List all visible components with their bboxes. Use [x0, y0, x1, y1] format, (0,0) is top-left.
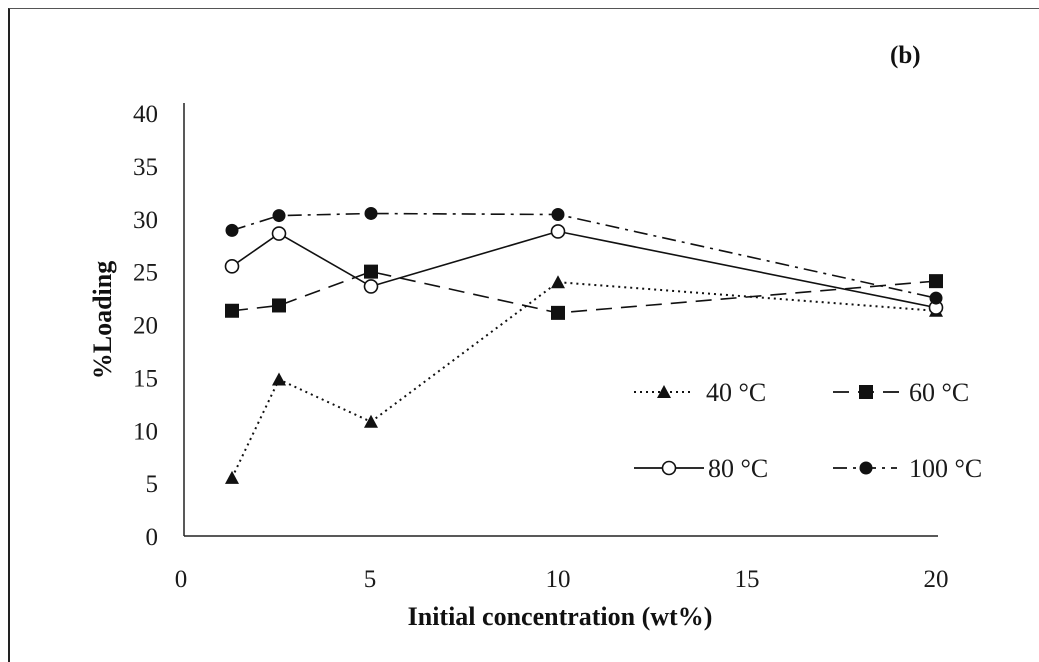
data-point-60c: [225, 303, 239, 318]
data-point-80c: [363, 279, 379, 294]
legend: 40 °C 60 °C 80 °C 100 °C: [634, 378, 982, 483]
legend-label: 40 °C: [706, 378, 766, 407]
data-point-60c: [929, 274, 943, 289]
chart-frame: [8, 8, 1039, 662]
x-tick-label: 15: [735, 566, 760, 593]
x-tick-label: 0: [175, 566, 188, 593]
data-point-40c: [225, 470, 239, 484]
y-tick-label: 0: [146, 524, 159, 551]
series-lines: [231, 212, 937, 479]
y-tick-label: 30: [133, 207, 158, 234]
legend-marker: [661, 460, 677, 476]
data-point-40c: [364, 414, 378, 428]
panel-label: (b): [890, 42, 921, 69]
x-tick-label: 10: [546, 566, 571, 593]
x-tick-label: 20: [924, 566, 949, 593]
data-point-100c: [551, 208, 565, 222]
y-tick-label: 10: [133, 418, 158, 445]
x-axis-title: Initial concentration (wt%): [408, 602, 713, 631]
y-tick-label: 35: [133, 154, 158, 181]
data-point-60c: [551, 305, 565, 320]
series-line-80c: [231, 230, 937, 309]
x-tick-label: 5: [364, 566, 377, 593]
x-tick-labels: 0 5 10 15 20: [175, 566, 949, 593]
y-tick-label: 40: [133, 101, 158, 128]
data-point-80c: [550, 224, 566, 239]
legend-label: 60 °C: [909, 378, 969, 407]
data-point-100c: [364, 206, 378, 220]
legend-marker: [859, 385, 873, 399]
data-point-100c: [929, 291, 943, 305]
y-tick-label: 5: [146, 471, 159, 498]
legend-entry: 100 °C: [833, 454, 982, 483]
legend-entry: 80 °C: [634, 454, 768, 483]
y-tick-labels: 0 5 10 15 20 25 30 35 40: [133, 101, 158, 551]
data-point-40c: [272, 372, 286, 386]
data-point-80c: [224, 259, 240, 274]
data-point-60c: [364, 264, 378, 279]
legend-label: 100 °C: [909, 454, 982, 483]
legend-marker: [859, 461, 873, 475]
series-line-100c: [231, 212, 937, 299]
y-tick-label: 25: [133, 260, 158, 287]
y-axis-title: %Loading: [88, 261, 117, 380]
series-line-40c: [231, 281, 937, 479]
data-point-100c: [225, 223, 239, 237]
y-tick-label: 20: [133, 313, 158, 340]
data-point-40c: [551, 275, 565, 289]
data-point-80c: [271, 226, 287, 241]
series-markers: [224, 206, 944, 484]
legend-entry: 40 °C: [634, 378, 766, 407]
legend-entry: 60 °C: [833, 378, 969, 407]
legend-label: 80 °C: [708, 454, 768, 483]
series-line-60c: [231, 270, 937, 314]
y-tick-label: 15: [133, 365, 158, 392]
data-point-100c: [272, 209, 286, 223]
data-point-60c: [272, 298, 286, 313]
legend-marker: [657, 385, 671, 398]
